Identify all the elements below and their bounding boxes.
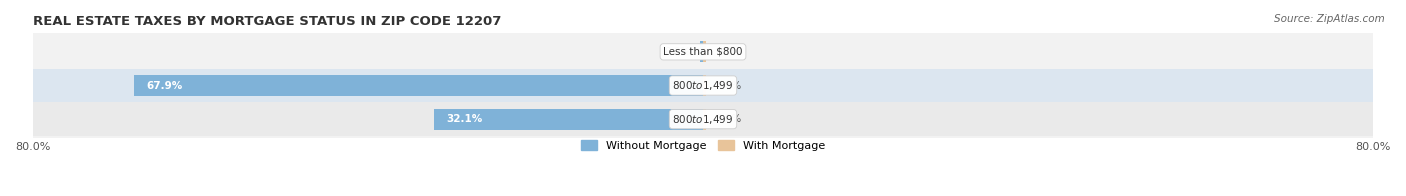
Bar xyxy=(703,109,706,130)
Text: 0.0%: 0.0% xyxy=(716,47,742,57)
Text: 0.0%: 0.0% xyxy=(664,47,690,57)
Bar xyxy=(32,69,1374,102)
Text: 32.1%: 32.1% xyxy=(447,114,482,124)
Bar xyxy=(434,109,703,130)
Text: Less than $800: Less than $800 xyxy=(664,47,742,57)
Bar xyxy=(700,41,703,62)
Text: 67.9%: 67.9% xyxy=(146,81,183,91)
Bar xyxy=(134,75,703,96)
Legend: Without Mortgage, With Mortgage: Without Mortgage, With Mortgage xyxy=(576,135,830,155)
Text: 0.0%: 0.0% xyxy=(716,81,742,91)
Text: 0.0%: 0.0% xyxy=(716,114,742,124)
Bar xyxy=(32,35,1374,69)
Text: REAL ESTATE TAXES BY MORTGAGE STATUS IN ZIP CODE 12207: REAL ESTATE TAXES BY MORTGAGE STATUS IN … xyxy=(32,15,501,28)
Bar xyxy=(703,75,706,96)
Bar xyxy=(703,41,706,62)
Bar xyxy=(32,102,1374,136)
Text: $800 to $1,499: $800 to $1,499 xyxy=(672,113,734,126)
Text: $800 to $1,499: $800 to $1,499 xyxy=(672,79,734,92)
Text: Source: ZipAtlas.com: Source: ZipAtlas.com xyxy=(1274,14,1385,24)
